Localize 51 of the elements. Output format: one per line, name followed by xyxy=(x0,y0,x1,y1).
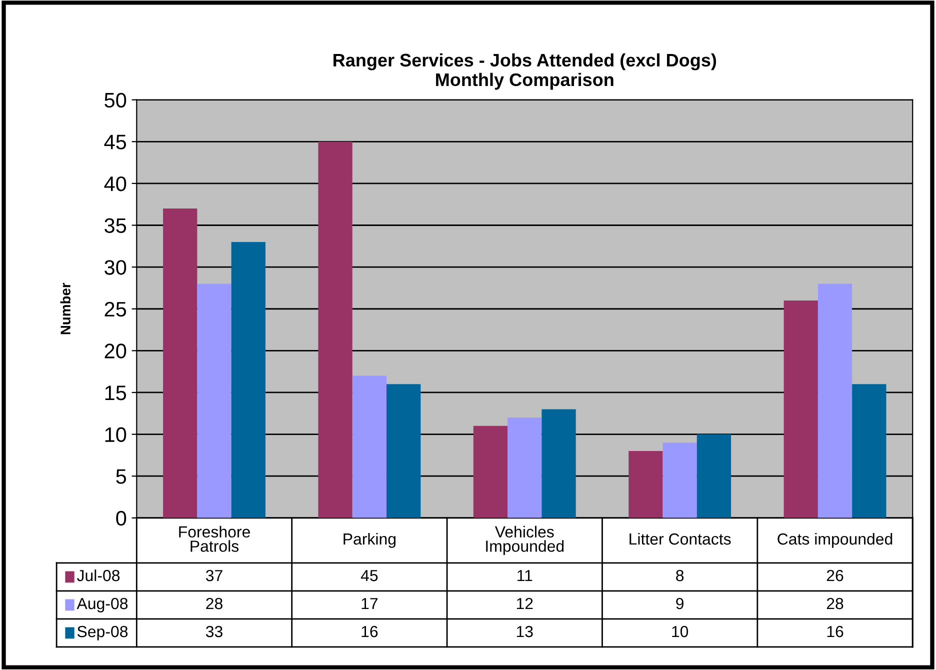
y-tick-label: 25 xyxy=(104,302,126,317)
data-label: 9 xyxy=(676,598,684,610)
legend-label: Sep-08 xyxy=(77,626,128,640)
data-label: 11 xyxy=(518,570,532,582)
y-tick-label: 10 xyxy=(105,427,126,442)
data-label: 13 xyxy=(516,626,533,638)
bar xyxy=(197,284,232,518)
y-tick-label: 30 xyxy=(104,260,126,275)
y-tick-label: 5 xyxy=(116,469,126,484)
data-label: 37 xyxy=(206,570,222,582)
x-tick-label: Foreshore Patrols xyxy=(179,526,250,552)
bar xyxy=(231,242,266,518)
x-tick-label: Litter Contacts xyxy=(630,532,731,545)
legend-label: Aug-08 xyxy=(76,598,128,612)
bar xyxy=(852,384,886,518)
bar xyxy=(784,300,818,518)
bar xyxy=(818,284,852,518)
chart-title: Ranger Services - Jobs Attended (excl Dogs) Monthly Comparison xyxy=(334,53,716,90)
bar xyxy=(163,208,198,518)
y-tick-label: 50 xyxy=(104,92,126,108)
y-tick-label: 20 xyxy=(104,344,126,358)
data-label: 16 xyxy=(362,626,378,638)
data-label: 12 xyxy=(516,598,533,610)
y-axis-title: Number xyxy=(60,282,70,334)
x-tick-label: Cats impounded xyxy=(778,532,892,548)
y-tick-label: 15 xyxy=(105,386,126,400)
data-label: 28 xyxy=(826,598,844,610)
bar xyxy=(386,384,421,518)
y-tick-label: 35 xyxy=(104,218,126,234)
y-tick-label: 40 xyxy=(104,176,126,192)
data-label: 28 xyxy=(206,598,222,610)
bar xyxy=(473,426,508,518)
bar xyxy=(662,442,697,518)
bar xyxy=(318,142,352,518)
data-label: 8 xyxy=(676,570,684,582)
data-label: 45 xyxy=(360,570,378,582)
y-tick-label: 45 xyxy=(104,134,126,150)
bar xyxy=(508,418,542,518)
data-label: 10 xyxy=(672,626,688,638)
data-label: 33 xyxy=(206,626,222,638)
data-label: 16 xyxy=(827,626,844,638)
data-label: 26 xyxy=(826,570,844,582)
bar xyxy=(696,434,732,518)
x-tick-label: Vehicles Impounded xyxy=(486,526,564,556)
data-label: 17 xyxy=(362,598,378,610)
y-tick-label: 0 xyxy=(116,510,126,526)
bar xyxy=(542,409,576,518)
x-tick-label: Parking xyxy=(344,532,396,548)
bar xyxy=(628,451,663,518)
bar xyxy=(352,376,387,518)
legend-label: Jul-08 xyxy=(77,569,120,582)
